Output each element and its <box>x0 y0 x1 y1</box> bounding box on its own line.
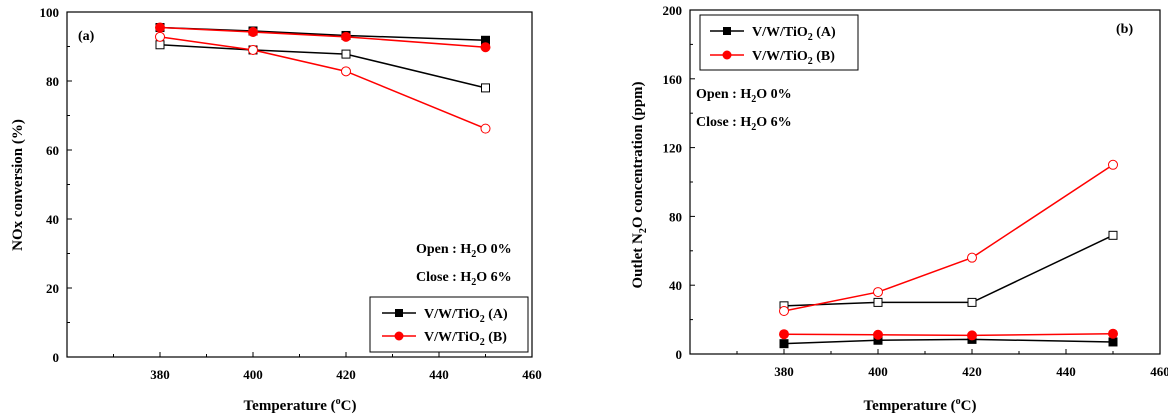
plot-area: 380 400 420 440 460 0 20 40 60 80 100 <box>40 5 542 382</box>
y-tick-label: 200 <box>663 3 683 18</box>
annotation-close: Close : H2O 6% <box>416 270 512 288</box>
data-point-series-1 <box>779 329 789 340</box>
data-point-series-1 <box>480 42 491 53</box>
data-point-series-1 <box>341 31 351 42</box>
data-point-series-3 <box>967 252 977 263</box>
data-point-series-2 <box>967 297 977 307</box>
y-axis-label: NOx conversion (%) <box>10 119 26 251</box>
y-tick-label: 100 <box>40 5 60 20</box>
legend-label-b: V/W/TiO2 (B) <box>752 49 835 67</box>
data-point-series-1 <box>155 22 165 33</box>
y-tick-label: 20 <box>46 281 59 296</box>
data-point-series-0 <box>1108 337 1118 347</box>
y-tick-label: 80 <box>669 209 682 224</box>
x-tick-label: 440 <box>1056 364 1076 379</box>
data-point-series-1 <box>248 27 258 38</box>
legend: V/W/TiO2 (A) V/W/TiO2 (B) <box>369 296 529 353</box>
data-point-series-1 <box>1108 328 1118 339</box>
y-tick-label: 40 <box>669 278 682 293</box>
legend-label-a: V/W/TiO2 (A) <box>424 307 508 325</box>
legend-marker-b <box>722 50 732 60</box>
data-point-series-2 <box>873 297 883 307</box>
series-line-2 <box>159 44 486 89</box>
x-tick-label: 460 <box>1150 364 1168 379</box>
data-point-series-2 <box>155 40 165 50</box>
series-line-3 <box>783 164 1114 312</box>
chart-panel-a: NOx conversion (%) 380 400 420 440 460 0 20 40 6… <box>10 5 542 414</box>
x-tick-label: 420 <box>962 364 982 379</box>
series-line-2 <box>783 234 1114 307</box>
legend-marker-a <box>395 309 403 317</box>
data-point-series-3 <box>779 306 789 316</box>
x-tick-label: 400 <box>868 364 888 379</box>
x-tick-label: 380 <box>774 364 794 379</box>
data-point-series-0 <box>779 339 789 349</box>
x-tick-label: 440 <box>429 367 449 382</box>
x-tick-label: 460 <box>522 367 542 382</box>
y-tick-label: 160 <box>663 72 683 87</box>
legend-marker-b <box>394 331 404 341</box>
data-point-series-3 <box>341 66 351 77</box>
data-point-series-2 <box>341 49 351 59</box>
data-point-series-3 <box>873 287 883 298</box>
data-point-series-2 <box>1108 230 1118 240</box>
data-point-series-3 <box>1108 159 1118 170</box>
annotation-close: Close : H2O 6% <box>696 115 792 133</box>
data-point-series-1 <box>873 329 883 340</box>
series-line-3 <box>159 36 486 130</box>
legend: V/W/TiO2 (A) V/W/TiO2 (B) <box>699 14 859 71</box>
y-tick-label: 120 <box>663 141 683 156</box>
x-tick-label: 400 <box>243 367 263 382</box>
y-axis-label: Outlet N2O concentration (ppm) <box>630 81 649 288</box>
plot-area: 380 400 420 440 460 0 40 80 120 160 200 <box>663 3 1168 379</box>
annotation-open: Open : H2O 0% <box>416 242 512 260</box>
series-line-0 <box>783 338 1114 345</box>
panel-label: (b) <box>1116 22 1133 37</box>
data-point-series-3 <box>480 123 491 134</box>
annotation-open: Open : H2O 0% <box>696 87 792 105</box>
panel-label: (a) <box>78 29 95 44</box>
y-tick-label: 0 <box>53 350 60 365</box>
x-tick-label: 420 <box>336 367 356 382</box>
y-tick-label: 60 <box>46 143 59 158</box>
y-tick-label: 80 <box>46 74 59 89</box>
y-tick-label: 0 <box>676 347 683 362</box>
data-point-series-3 <box>155 31 165 42</box>
x-axis-label: Temperature (oC) <box>244 396 357 414</box>
data-point-series-3 <box>248 44 258 55</box>
series-line-1 <box>783 332 1114 337</box>
legend-label-a: V/W/TiO2 (A) <box>752 25 836 43</box>
data-point-series-1 <box>967 330 977 341</box>
data-point-series-2 <box>481 83 490 93</box>
legend-marker-a <box>723 27 731 35</box>
series-line-1 <box>159 26 486 48</box>
x-tick-label: 380 <box>150 367 170 382</box>
chart-panel-b: Outlet N2O concentration (ppm) 380 400 420… <box>630 3 1168 414</box>
legend-label-b: V/W/TiO2 (B) <box>424 330 507 348</box>
y-tick-label: 40 <box>46 212 59 227</box>
x-axis-label: Temperature (oC) <box>864 396 977 414</box>
